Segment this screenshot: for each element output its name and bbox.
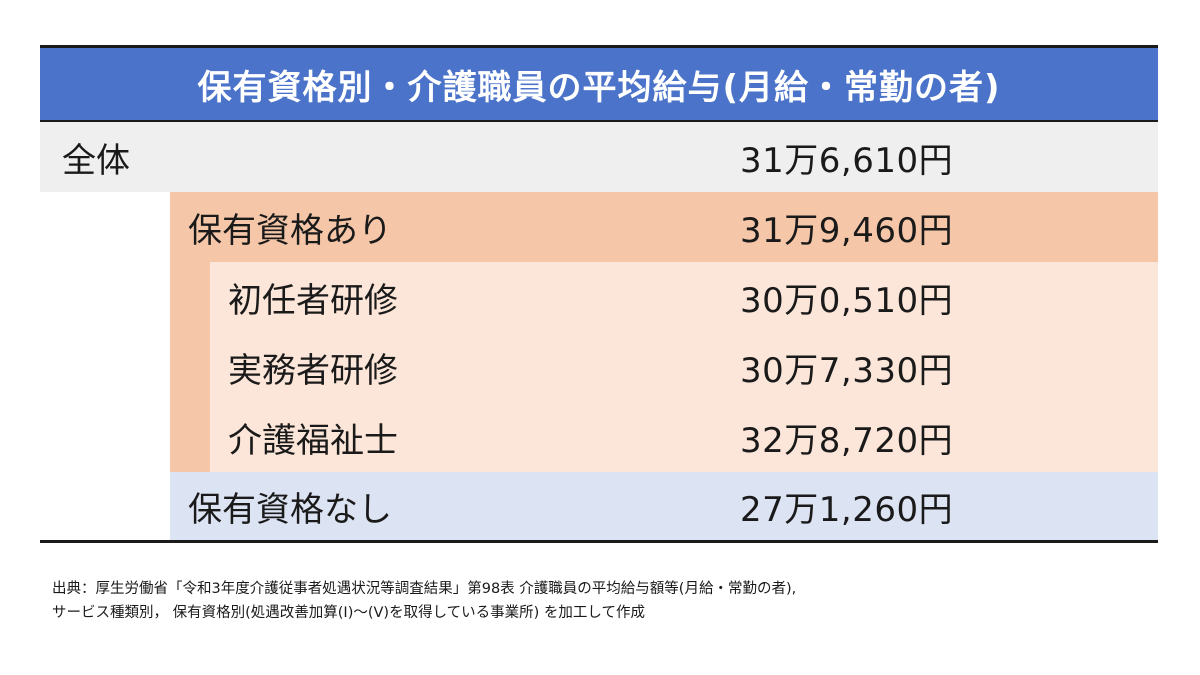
bottom-rule — [40, 540, 1158, 543]
header-rule — [40, 120, 1158, 122]
row-without-qualification-value: 27万1,260円 — [740, 489, 954, 530]
row-sub-kaigofukushishi: 介護福祉士 32万8,720円 — [210, 402, 1158, 472]
row-all-label: 全体 — [62, 140, 130, 181]
row-sub-value: 30万0,510円 — [740, 280, 954, 321]
source-line-2: サービス種類別， 保有資格別(処遇改善加算(Ⅰ)～(Ⅴ)を取得している事業所) … — [52, 605, 645, 621]
row-sub-shoninsha: 初任者研修 30万0,510円 — [210, 262, 1158, 332]
row-without-qualification-label: 保有資格なし — [188, 489, 392, 530]
row-all: 全体 31万6,610円 — [40, 122, 1158, 192]
source-line-1: 出典：厚生労働省「令和3年度介護従事者処遇状況等調査結果」第98表 介護職員の平… — [52, 581, 797, 597]
table-title: 保有資格別・介護職員の平均給与(月給・常勤の者) — [40, 48, 1158, 120]
row-without-qualification: 保有資格なし 27万1,260円 — [170, 472, 1158, 540]
row-sub-value: 30万7,330円 — [740, 350, 954, 391]
row-sub-jitsumusha: 実務者研修 30万7,330円 — [210, 332, 1158, 402]
row-with-qualification-value: 31万9,460円 — [740, 210, 954, 251]
top-rule — [40, 45, 1158, 48]
row-sub-label: 実務者研修 — [228, 350, 398, 391]
row-all-value: 31万6,610円 — [740, 140, 954, 181]
row-sub-label: 初任者研修 — [228, 280, 398, 321]
sub-group-background — [210, 262, 1158, 472]
row-with-qualification: 保有資格あり 31万9,460円 — [170, 192, 1158, 262]
row-sub-value: 32万8,720円 — [740, 420, 954, 461]
row-sub-label: 介護福祉士 — [228, 420, 398, 461]
row-with-qualification-label: 保有資格あり — [188, 210, 392, 251]
source-note: 出典：厚生労働省「令和3年度介護従事者処遇状況等調査結果」第98表 介護職員の平… — [52, 577, 1162, 625]
